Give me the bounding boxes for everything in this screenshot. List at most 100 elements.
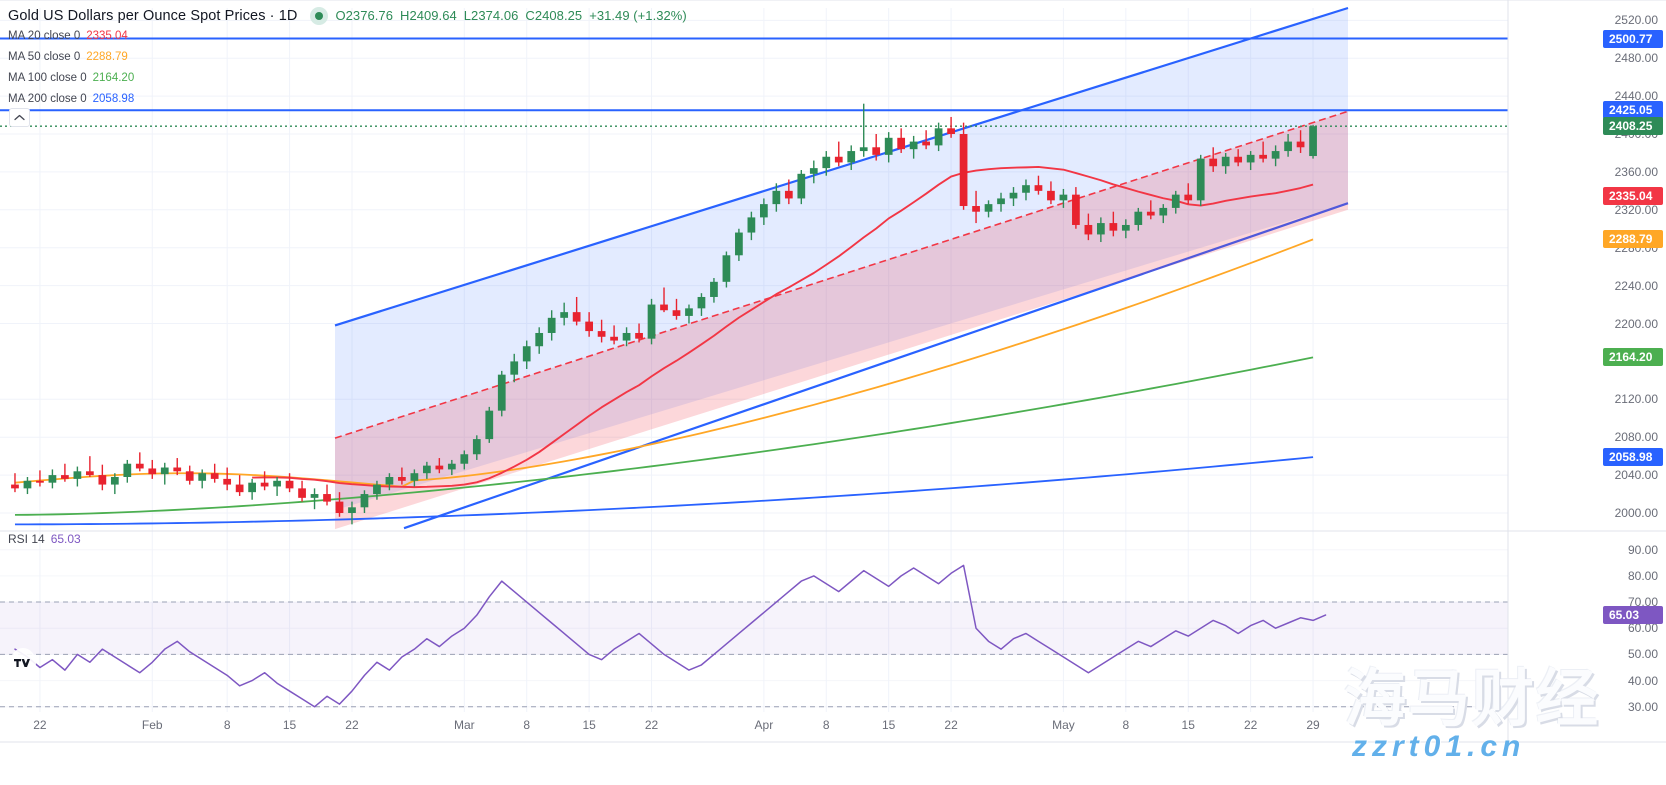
candle-body [1184,194,1193,201]
rsi-tick-60.00: 60.00 [1627,621,1658,636]
rsi-tick-50.00: 50.00 [1627,647,1658,662]
pill-upper-channel[interactable]: 2500.77 [1603,29,1663,48]
pill-resistance[interactable]: 2425.05 [1603,101,1663,120]
candle-body [323,494,331,502]
indicator-value-ma200: 2058.98 [92,92,135,105]
candle-body [160,467,169,475]
rsi-line[interactable] [14,564,1327,708]
candle-body [310,494,319,498]
rsi-tick-30.00: 30.00 [1627,699,1658,714]
rsi-legend[interactable]: RSI 14 65.03 [8,532,81,546]
candle-body [447,463,456,470]
tradingview-logo-icon[interactable] [10,648,36,678]
price-axis[interactable]: 2520.002480.002440.002400.002360.002320.… [1508,0,1666,785]
time-tick-label: 29 [1306,718,1320,732]
candle-body [11,484,19,489]
indicator-row-ma50[interactable]: MA 50 close 0 2288.79 [8,46,694,67]
ohlc-close: C2408.25 [525,8,583,23]
indicator-name-ma200: MA 200 close 0 [8,92,87,105]
candle-body [697,296,706,309]
price-tick-2000: 2000.00 [1614,505,1658,520]
time-tick-label: 8 [1122,718,1130,732]
ma50-line[interactable] [14,238,1314,488]
candle-body [510,361,519,375]
legend-collapse-button[interactable] [9,108,30,127]
price-tick-2120: 2120.00 [1614,392,1658,407]
pill-last-price[interactable]: 2408.25 [1603,117,1663,136]
price-tick-2200: 2200.00 [1614,316,1658,331]
candle-body [85,471,94,476]
time-tick-label: 22 [944,718,958,732]
indicator-name-ma20: MA 20 close 0 [8,29,81,42]
candle-body [547,317,556,333]
candle-body [410,473,419,481]
rsi-tick-90.00: 90.00 [1627,542,1658,557]
candle-body [1146,211,1155,216]
candle-body [897,137,906,150]
candle-body [485,410,494,440]
candle-body [710,281,718,297]
blue-channel-lower-line[interactable] [403,202,1349,530]
time-tick-label: 8 [822,718,830,732]
blue-channel-upper-line[interactable] [334,6,1349,327]
tv-glyph-icon [14,659,30,667]
candle-body [1134,211,1143,225]
candle-body [610,336,618,341]
time-axis[interactable]: 22 Feb 8 15 22 Mar 8 15 22 Apr 8 15 22 May 8 15 22 29 [0,712,1508,742]
ohlc-values: O2376.76 H2409.64 L2374.06 C2408.25 +31.49 (… [335,8,693,23]
indicator-row-ma20[interactable]: MA 20 close 0 2335.04 [8,25,694,46]
indicator-value-ma20: 2335.04 [86,29,128,42]
candle-body [185,471,194,481]
candle-body [223,478,232,485]
chevron-up-icon [14,114,25,121]
time-tick-label: 22 [1243,718,1258,732]
pill-ma100[interactable]: 2164.20 [1603,348,1663,367]
candle-body [772,190,781,205]
candle-body [660,304,668,311]
ma200-line[interactable] [14,456,1314,526]
candle-body [884,137,893,155]
candle-body [959,134,968,207]
candle-body [934,128,943,146]
candle-body [135,463,144,469]
candlestick-series[interactable] [11,103,1317,525]
rsi-legend-value: 65.03 [50,532,81,546]
candle-body [735,232,743,256]
candle-body [173,467,182,472]
candle-body [672,310,681,316]
ma20-line[interactable] [252,166,1314,489]
time-tick-label: May [1052,718,1075,732]
candle-body [1271,151,1280,159]
rsi-band-fill [0,602,1508,655]
time-tick-label: 15 [582,718,596,732]
candle-body [585,321,593,332]
candle-body [48,475,57,483]
page-title: Gold US Dollars per Ounce Spot Prices · … [8,7,298,24]
candle-body [572,312,581,322]
candle-body [148,468,157,475]
candle-body [348,507,356,513]
time-tick-label: 8 [523,718,531,732]
candle-body [1084,224,1093,235]
candle-body [235,484,244,493]
rsi-tick-70.00: 70.00 [1627,595,1658,610]
pill-ma50[interactable]: 2288.79 [1603,230,1663,249]
candle-body [1171,194,1180,208]
candle-body [36,480,44,483]
symbol-row[interactable]: Gold US Dollars per Ounce Spot Prices · … [8,6,694,25]
pill-rsi-value[interactable]: 65.03 [1603,606,1663,625]
candle-body [947,128,955,135]
ma100-line[interactable] [14,356,1314,516]
indicator-row-ma100[interactable]: MA 100 close 0 2164.20 [8,67,694,88]
indicator-row-ma200[interactable]: MA 200 close 0 2058.98 [8,88,694,109]
pill-ma20[interactable]: 2335.04 [1603,186,1663,205]
pill-ma200[interactable]: 2058.98 [1603,448,1663,467]
candle-body [210,473,219,479]
candle-body [997,198,1005,205]
rsi-legend-name: RSI 14 [8,532,45,546]
candle-body [635,332,643,339]
candle-body [1246,154,1255,163]
candle-body [522,346,531,362]
